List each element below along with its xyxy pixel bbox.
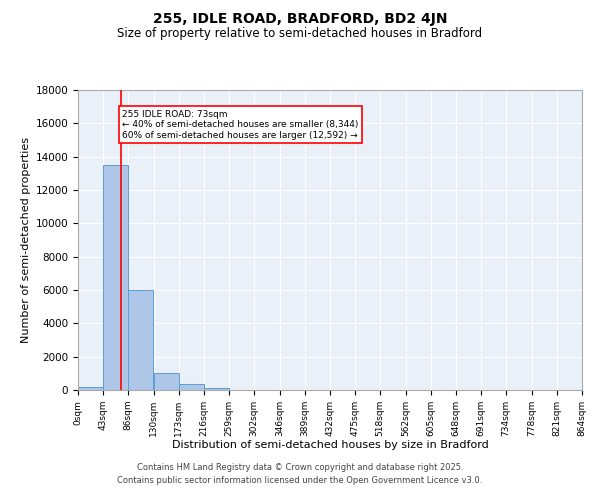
Text: Size of property relative to semi-detached houses in Bradford: Size of property relative to semi-detach… (118, 28, 482, 40)
Y-axis label: Number of semi-detached properties: Number of semi-detached properties (22, 137, 31, 343)
Text: 255 IDLE ROAD: 73sqm
← 40% of semi-detached houses are smaller (8,344)
60% of se: 255 IDLE ROAD: 73sqm ← 40% of semi-detac… (122, 110, 359, 140)
Text: Contains public sector information licensed under the Open Government Licence v3: Contains public sector information licen… (118, 476, 482, 485)
Bar (78, 386, 103, 390)
Bar (179, 384, 204, 390)
Text: 255, IDLE ROAD, BRADFORD, BD2 4JN: 255, IDLE ROAD, BRADFORD, BD2 4JN (153, 12, 447, 26)
Bar (128, 290, 153, 390)
Bar (154, 374, 179, 390)
Bar (103, 165, 128, 390)
Text: Contains HM Land Registry data © Crown copyright and database right 2025.: Contains HM Land Registry data © Crown c… (137, 464, 463, 472)
Bar (204, 388, 229, 390)
X-axis label: Distribution of semi-detached houses by size in Bradford: Distribution of semi-detached houses by … (172, 440, 488, 450)
